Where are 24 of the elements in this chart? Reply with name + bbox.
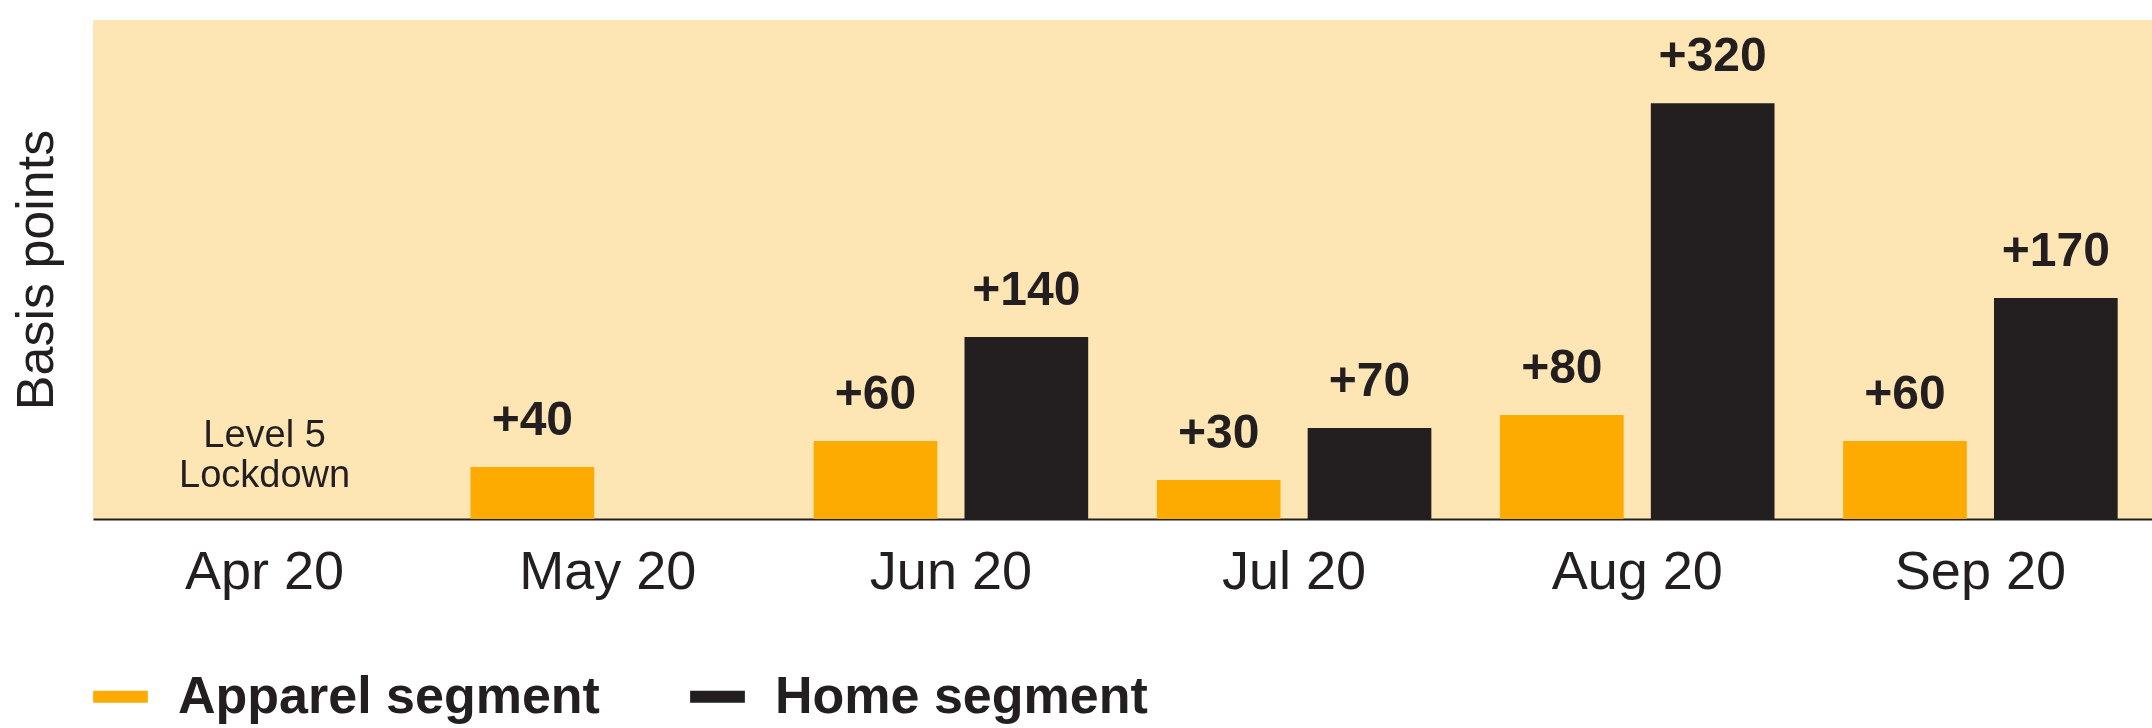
data-label: +60 xyxy=(834,366,917,420)
data-label: +170 xyxy=(2001,223,2110,277)
bar xyxy=(1499,415,1624,519)
x-tick-label: May 20 xyxy=(519,539,697,600)
data-label: +30 xyxy=(1177,405,1260,459)
y-axis-title: Basis points xyxy=(5,129,64,411)
bar xyxy=(1156,480,1281,519)
bar xyxy=(470,467,595,519)
annotation: Level 5 Lockdown xyxy=(179,412,351,495)
x-tick-label: Apr 20 xyxy=(185,539,345,600)
data-label: +80 xyxy=(1521,340,1603,394)
x-tick-label: Aug 20 xyxy=(1551,539,1723,600)
data-label: +60 xyxy=(1864,366,1946,420)
data-label: +320 xyxy=(1658,28,1767,82)
data-label: +40 xyxy=(491,392,574,446)
x-tick-label: Jul 20 xyxy=(1222,539,1367,600)
bar xyxy=(813,441,938,519)
x-tick-label: Jun 20 xyxy=(869,539,1032,600)
bar xyxy=(1843,441,1967,519)
legend-label: Apparel segment xyxy=(178,665,600,724)
data-label: +70 xyxy=(1328,353,1411,407)
data-label: +140 xyxy=(972,262,1081,316)
legend-label: Home segment xyxy=(775,665,1148,724)
x-tick-label: Sep 20 xyxy=(1894,539,2066,600)
